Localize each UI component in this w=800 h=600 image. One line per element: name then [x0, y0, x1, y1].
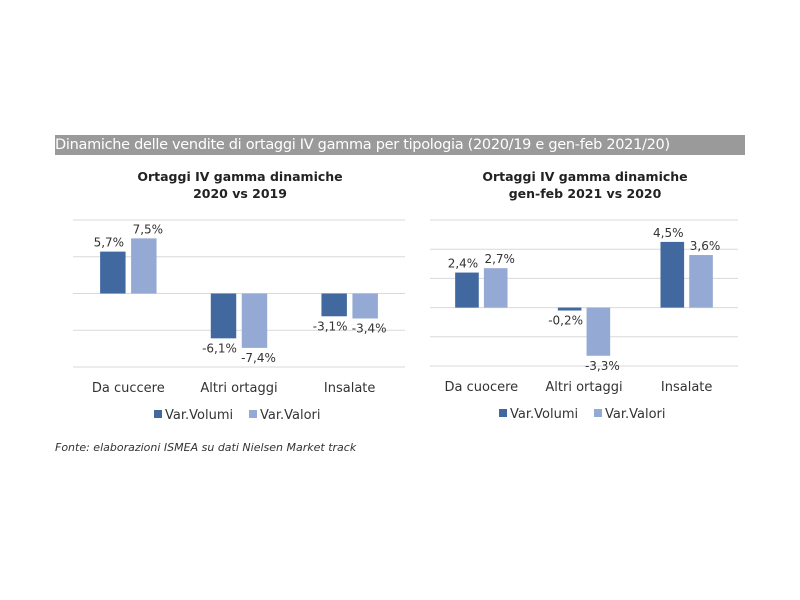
legend-label: Var.Volumi	[510, 407, 578, 422]
bar-var-volumi	[100, 251, 126, 294]
category-label: Altri ortaggi	[200, 381, 277, 396]
data-label: 3,6%	[690, 239, 721, 253]
data-label: 7,5%	[133, 222, 164, 236]
category-label: Da cuccere	[92, 381, 165, 396]
bar-var-volumi	[455, 272, 479, 308]
bar-var-valori	[586, 307, 611, 356]
data-label: -3,4%	[352, 321, 387, 335]
bar-var-valori	[131, 238, 157, 294]
data-label: -6,1%	[202, 341, 237, 355]
legend-label: Var.Valori	[605, 407, 666, 422]
bar-var-volumi	[660, 241, 685, 308]
bar-var-valori	[352, 293, 378, 319]
data-label: -3,3%	[585, 359, 620, 373]
category-label: Altri ortaggi	[545, 380, 622, 395]
data-label: 2,7%	[484, 252, 515, 266]
data-label: -7,4%	[241, 351, 276, 365]
legend-swatch	[594, 409, 602, 417]
data-label: 5,7%	[94, 236, 125, 250]
figure-title: Dinamiche delle vendite di ortaggi IV ga…	[55, 135, 745, 155]
data-label: 4,5%	[653, 226, 684, 240]
chart-2-title: Ortaggi IV gamma dinamiche gen-feb 2021 …	[425, 168, 745, 202]
legend-swatch	[249, 410, 257, 418]
bar-var-valori	[241, 293, 268, 348]
category-label: Insalate	[324, 381, 376, 396]
bar-var-valori	[689, 255, 713, 308]
bar-var-volumi	[321, 293, 347, 317]
category-label: Insalate	[661, 380, 713, 395]
data-label: 2,4%	[448, 257, 479, 271]
legend-label: Var.Valori	[260, 408, 321, 423]
category-label: Da cuocere	[445, 380, 519, 395]
chart-2-title-line-2: gen-feb 2021 vs 2020	[508, 186, 662, 201]
chart-1-title-line-1: Ortaggi IV gamma dinamiche	[137, 169, 343, 184]
chart-1-title-line-2: 2020 vs 2019	[193, 186, 287, 201]
source-note: Fonte: elaborazioni ISMEA su dati Nielse…	[55, 441, 357, 454]
legend-swatch	[499, 409, 507, 417]
bar-var-valori	[483, 268, 508, 308]
chart-1-title: Ortaggi IV gamma dinamiche 2020 vs 2019	[80, 168, 400, 202]
legend-label: Var.Volumi	[165, 408, 233, 423]
data-label: -0,2%	[548, 314, 583, 328]
data-label: -3,1%	[313, 319, 348, 333]
chart-2-title-line-1: Ortaggi IV gamma dinamiche	[482, 169, 688, 184]
legend-swatch	[154, 410, 162, 418]
bar-var-volumi	[557, 307, 582, 311]
bar-var-volumi	[210, 293, 237, 339]
